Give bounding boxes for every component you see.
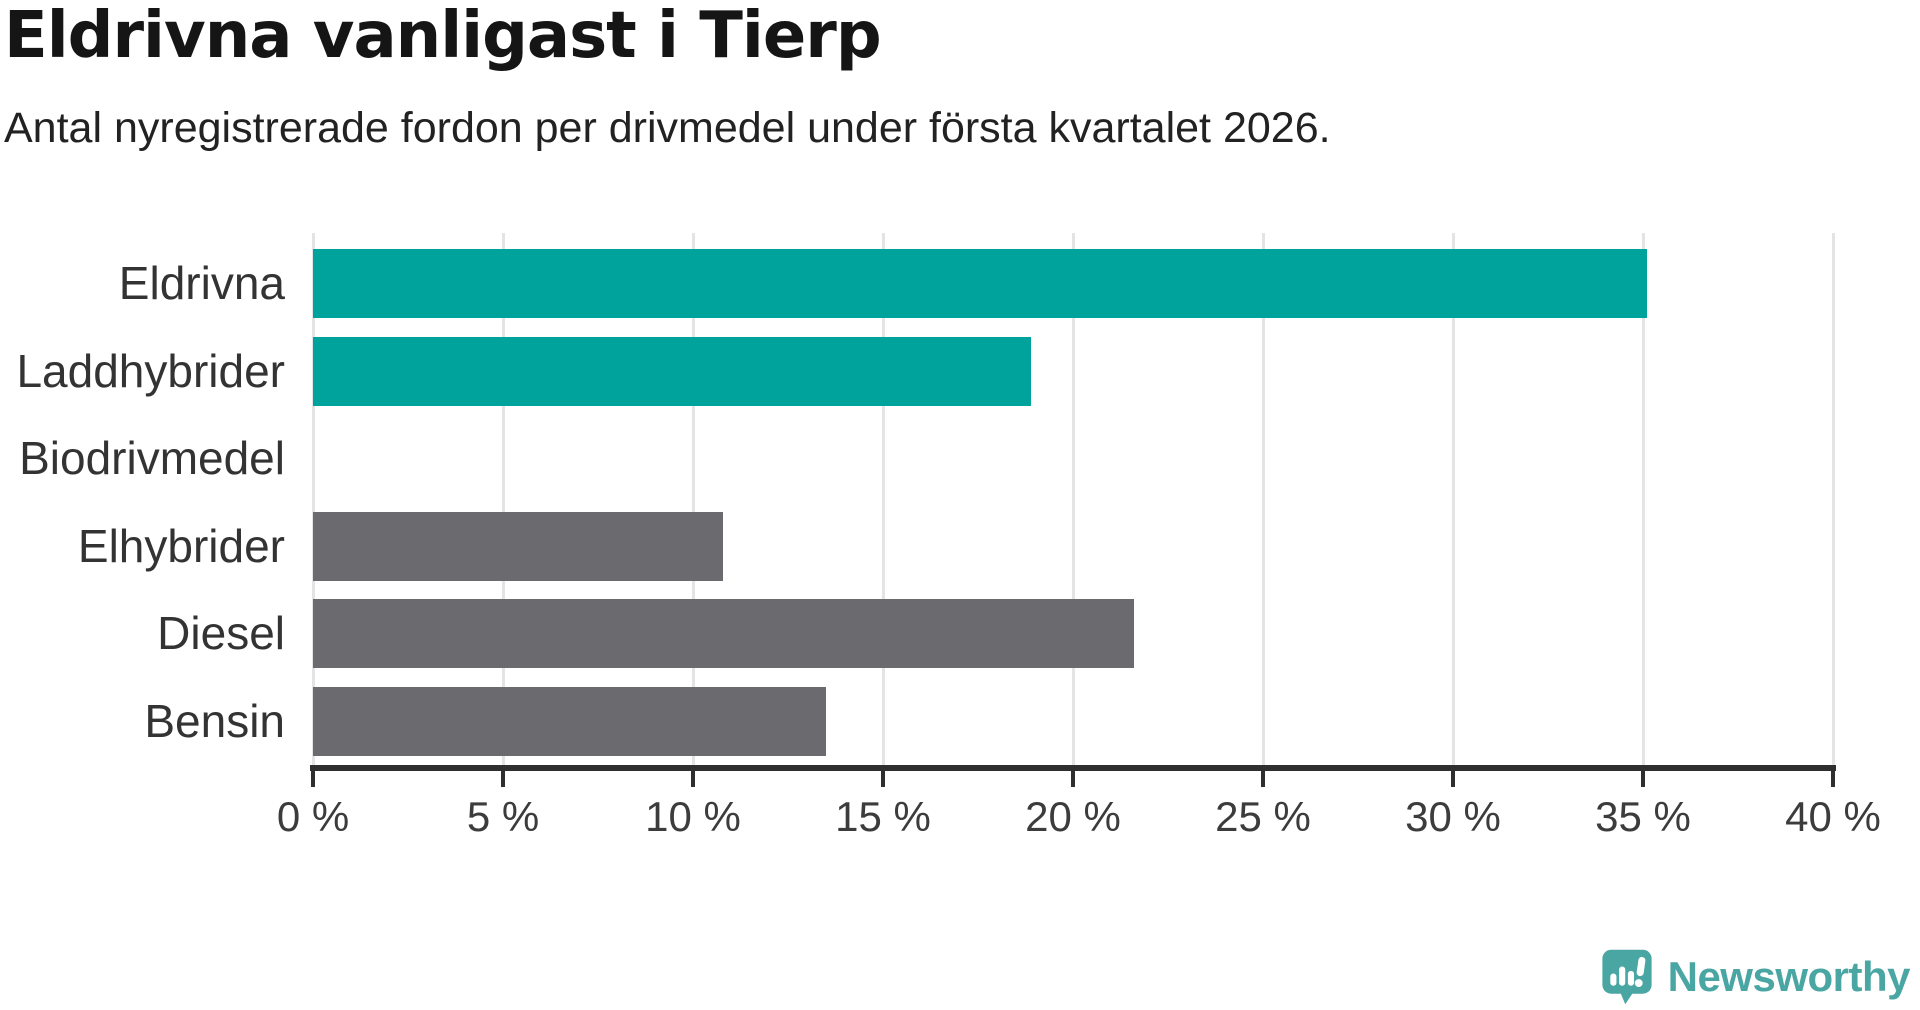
bar-laddhybrider <box>313 337 1031 406</box>
gridline-30 <box>1452 233 1455 765</box>
bar-bensin <box>313 687 826 756</box>
bar-diesel <box>313 599 1134 668</box>
x-axis-tick-label-10: 10 % <box>645 793 741 840</box>
gridline-10 <box>692 233 695 765</box>
x-axis-tick-label-30: 30 % <box>1405 793 1501 840</box>
x-axis-tick-label-0: 0 % <box>276 793 350 840</box>
x-axis-tick-15 <box>881 771 885 787</box>
gridline-15 <box>882 233 885 765</box>
x-axis-tick-label-20: 20 % <box>1025 793 1121 840</box>
bar-eldrivna <box>313 249 1647 318</box>
x-axis-tick-5 <box>501 771 505 787</box>
x-axis-tick-label-5: 5 % <box>466 793 540 840</box>
x-axis-tick-40 <box>1831 771 1835 787</box>
category-label-elhybrider: Elhybrider <box>77 520 285 572</box>
x-axis-tick-label-35: 35 % <box>1595 793 1691 840</box>
bar-elhybrider <box>313 512 723 581</box>
x-axis-tick-25 <box>1261 771 1265 787</box>
category-label-eldrivna: Eldrivna <box>118 257 285 309</box>
category-label-bensin: Bensin <box>144 695 285 747</box>
newsworthy-wordmark: Newsworthy <box>1667 953 1911 1000</box>
chart-subtitle: Antal nyregistrerade fordon per drivmede… <box>4 104 1331 152</box>
x-axis-tick-35 <box>1641 771 1645 787</box>
x-axis-tick-label-40: 40 % <box>1785 793 1881 840</box>
newsworthy-logo: Newsworthy <box>1600 948 1911 1006</box>
gridline-35 <box>1642 233 1645 765</box>
gridline-40 <box>1832 233 1835 765</box>
x-axis-tick-20 <box>1071 771 1075 787</box>
category-label-biodrivmedel: Biodrivmedel <box>19 432 285 484</box>
newsworthy-icon <box>1600 948 1654 1006</box>
gridline-20 <box>1072 233 1075 765</box>
x-axis-line <box>310 765 1836 771</box>
gridline-25 <box>1262 233 1265 765</box>
category-label-laddhybrider: Laddhybrider <box>16 345 285 397</box>
x-axis-tick-label-25: 25 % <box>1215 793 1311 840</box>
category-label-diesel: Diesel <box>157 607 285 659</box>
gridline-5 <box>502 233 505 765</box>
x-axis-tick-10 <box>691 771 695 787</box>
chart-title: Eldrivna vanligast i Tierp <box>4 0 882 73</box>
x-axis-tick-label-15: 15 % <box>835 793 931 840</box>
x-axis-tick-30 <box>1451 771 1455 787</box>
gridline-0 <box>312 233 315 765</box>
x-axis-tick-0 <box>311 771 315 787</box>
